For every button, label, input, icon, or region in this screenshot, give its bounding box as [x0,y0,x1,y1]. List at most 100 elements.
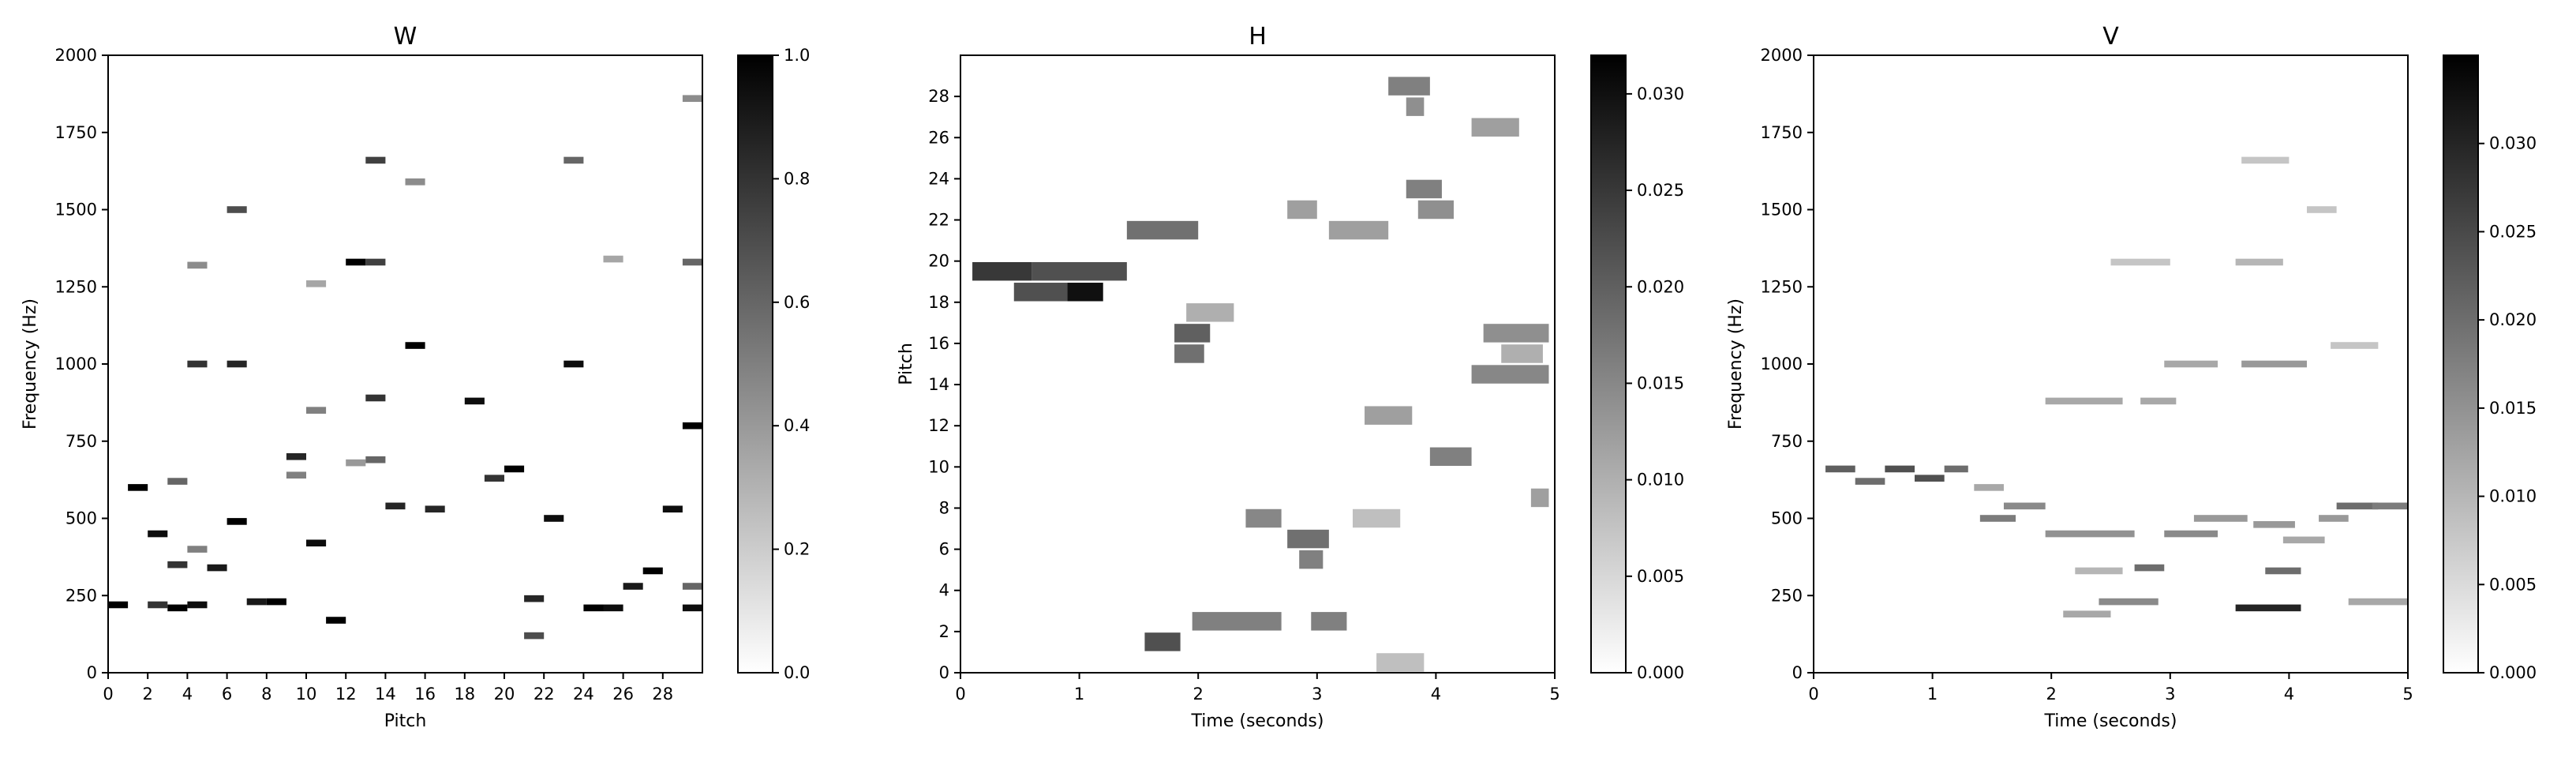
x-tick-label: 5 [2402,685,2413,704]
heatmap-cell [524,632,545,640]
y-tick-label: 750 [66,432,97,451]
heatmap-segment [2319,515,2349,522]
x-tick-label: 1 [1074,685,1084,704]
colorbar-tick-label: 0.2 [784,540,810,559]
colorbar-tick-label: 0.025 [2489,222,2537,241]
heatmap-segment [1825,465,1855,473]
x-tick-label: 2 [1193,685,1204,704]
heatmap-segment [1067,283,1103,302]
heatmap-segment [2134,564,2165,572]
heatmap-segment [1388,77,1430,96]
heatmap-segment [1013,283,1068,302]
heatmap-cell [207,564,227,572]
heatmap-cell [405,178,425,186]
colorbar-tick-label: 0.0 [784,663,810,682]
x-tick-label: 14 [375,685,396,704]
heatmap-segment [2241,156,2290,164]
heatmap-segment [1885,465,1915,473]
y-tick-label: 1750 [1761,123,1803,142]
y-tick-label: 1750 [55,123,97,142]
heatmap-segment [1299,550,1324,569]
y-tick-label: 0 [1792,663,1803,682]
y-axis-label: Frequency (Hz) [1726,298,1746,430]
heatmap-cell [227,206,247,213]
heatmap-segment [972,261,1032,281]
plot-area [1814,55,2408,673]
chart-title: W [394,23,417,51]
y-axis-label: Pitch [897,343,916,385]
heatmap-cell [682,95,702,103]
y-tick-label: 2000 [55,46,97,65]
heatmap-segment [1192,612,1282,631]
y-tick-label: 0 [939,663,949,682]
y-tick-label: 12 [928,416,949,435]
heatmap-cell [227,360,247,368]
heatmap-cell [306,539,327,547]
heatmap-segment [1287,529,1329,549]
heatmap-cell [266,598,286,606]
chart-title: V [2102,23,2119,51]
y-tick-label: 750 [1771,432,1803,451]
heatmap-segment [2235,258,2283,266]
heatmap-segment [2164,530,2218,538]
x-tick-label: 12 [335,685,357,704]
x-tick-label: 4 [182,685,193,704]
y-tick-label: 0 [87,663,97,682]
heatmap-segment [1032,261,1127,281]
colorbar-tick-label: 0.025 [1637,181,1684,200]
x-tick-label: 3 [2165,685,2175,704]
colorbar-frame [2443,54,2479,674]
heatmap-segment [2241,360,2307,368]
x-tick-label: 1 [1927,685,1938,704]
colorbar-tick-label: 0.020 [2489,310,2537,329]
heatmap-segment [1530,488,1549,508]
heatmap-segment [1483,324,1549,343]
heatmap-cell [682,604,702,612]
heatmap-cell [464,397,485,405]
y-tick-label: 28 [928,87,949,106]
heatmap-cell [564,360,584,368]
colorbar-tick-label: 0.4 [784,416,810,435]
heatmap-segment [2099,598,2159,606]
x-tick-label: 0 [1808,685,1818,704]
heatmap-cell [365,394,386,402]
heatmap-segment [1328,220,1389,240]
x-tick-label: 20 [494,685,515,704]
panel-V: 0 1 2 3 4 5 0 250 500 750 1000 1250 1500 1750 2000 V Tim… [1726,23,2537,731]
heatmap-cell [187,261,208,269]
heatmap-segment [2265,567,2301,575]
y-tick-label: 2 [939,622,949,641]
heatmap-cell [148,601,168,609]
colorbar-tick-label: 0.000 [1637,663,1684,682]
x-tick-label: 24 [573,685,594,704]
x-axis-label: Pitch [384,711,427,731]
y-tick-label: 26 [928,128,949,147]
y-tick-label: 500 [66,509,97,528]
x-tick-label: 2 [2046,685,2057,704]
heatmap-cell [662,505,683,513]
heatmap-segment [1855,478,1885,485]
heatmap-cell [346,459,366,467]
x-tick-label: 28 [652,685,673,704]
y-tick-label: 1250 [55,277,97,296]
heatmap-segment [1245,508,1282,528]
heatmap-cell [682,258,702,266]
heatmap-cell [286,452,306,460]
plot-area [960,55,1555,673]
heatmap-cell [425,505,445,513]
heatmap-cell [306,407,327,414]
heatmap-cell [603,255,623,263]
heatmap-cell [167,561,188,568]
colorbar-tick-label: 0.6 [784,293,810,312]
heatmap-segment [1974,484,2004,491]
heatmap-cell [187,360,208,368]
colorbar-tick-label: 0.8 [784,169,810,188]
y-tick-label: 14 [928,375,949,394]
colorbar [2443,55,2478,673]
y-tick-label: 22 [928,211,949,230]
heatmap-segment [1471,365,1549,384]
y-tick-label: 4 [939,581,949,600]
heatmap-segment [2110,258,2170,266]
heatmap-cell [623,583,643,590]
